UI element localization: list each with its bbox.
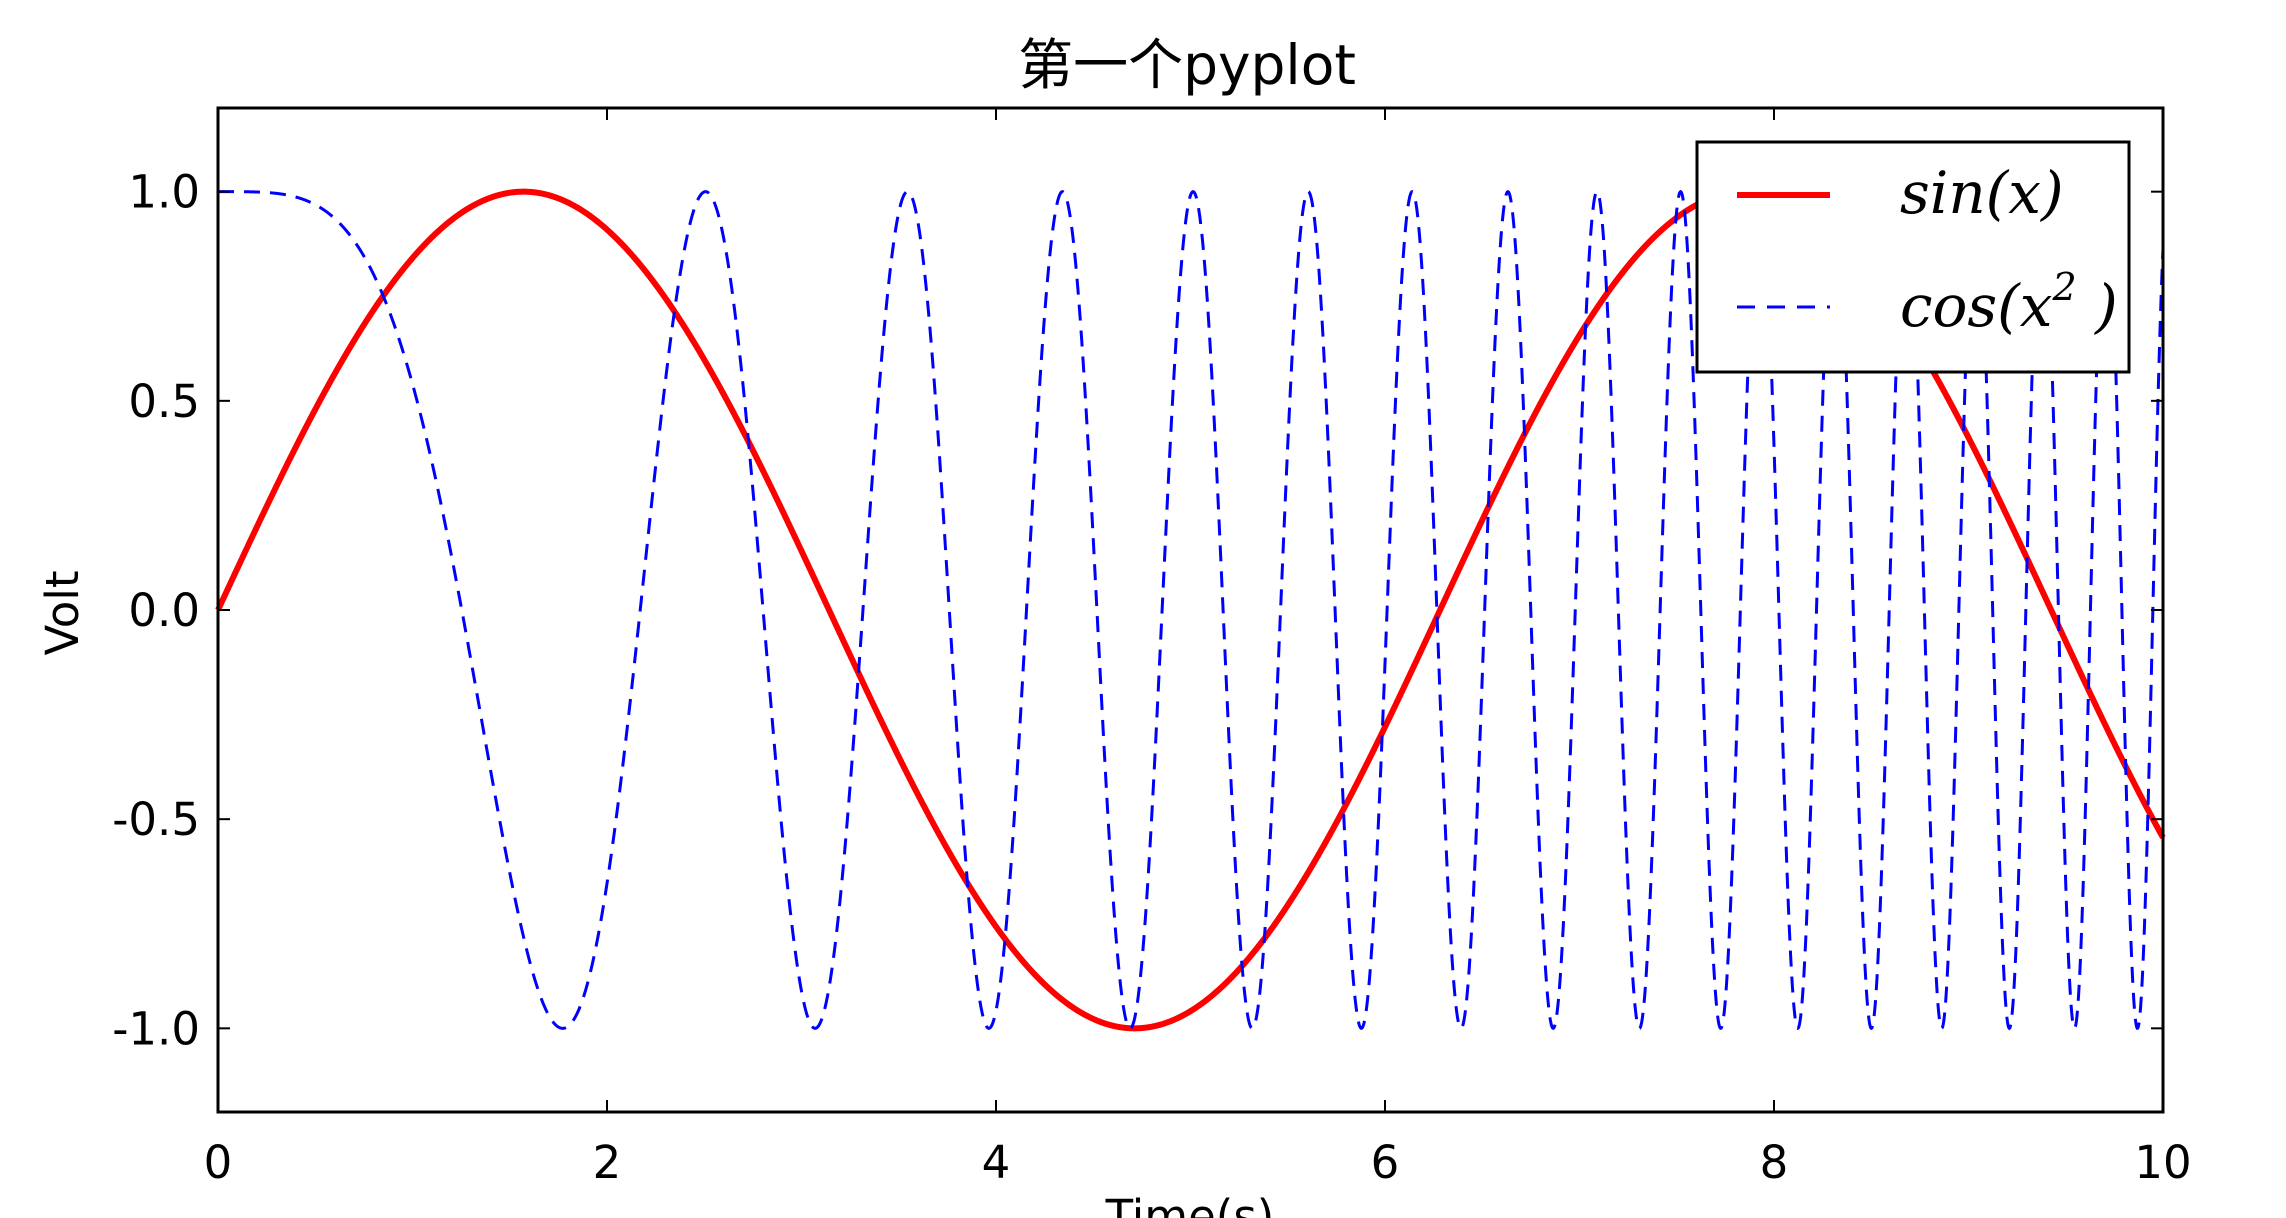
x-tick-label: 0 <box>204 1136 233 1189</box>
x-tick-label: 2 <box>593 1136 622 1189</box>
tick-layer: 0 2 4 6 8 10 1.0 0.5 0.0 -0.5 -1.0 <box>112 108 2192 1189</box>
legend-sin-label: sin(x) <box>1900 159 2064 227</box>
y-tick-label: 0.5 <box>128 375 200 428</box>
y-tick-label: -0.5 <box>112 793 200 846</box>
x-tick-label: 4 <box>982 1136 1011 1189</box>
x-axis-label: Time(s) <box>1105 1190 1275 1218</box>
y-axis-label: Volt <box>36 571 89 656</box>
chart-title: 第一个pyplot <box>1018 33 1356 97</box>
y-tick-label: 0.0 <box>128 584 200 637</box>
legend: sin(x) cos(x2 ) <box>1695 140 2131 374</box>
y-tick-label: 1.0 <box>128 166 200 219</box>
x-tick-label: 6 <box>1371 1136 1400 1189</box>
x-tick-label: 8 <box>1760 1136 1789 1189</box>
x-tick-label: 10 <box>2134 1136 2191 1189</box>
legend-frame <box>1695 140 2131 374</box>
y-tick-label: -1.0 <box>112 1002 200 1055</box>
legend-cos-label: cos(x2 ) <box>1900 265 2118 340</box>
